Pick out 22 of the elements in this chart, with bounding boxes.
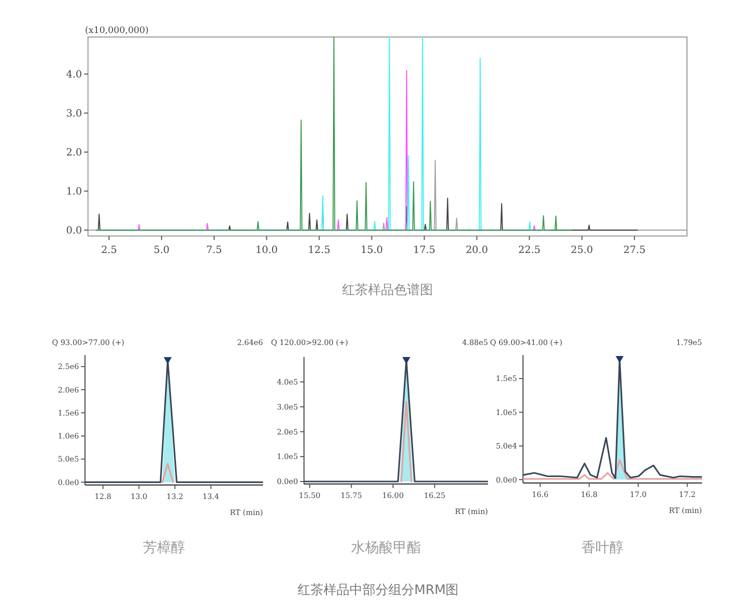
y-tick-label: 3.0 (66, 108, 82, 120)
y-tick-label: 1.0 (66, 186, 82, 198)
x-tick-label: 20.0 (466, 245, 488, 256)
y-tick-label: 4.0 (66, 70, 82, 81)
text: 红茶样品中部分组分MRM图 (297, 583, 459, 598)
x-tick-label: 15.0 (360, 245, 383, 256)
x-tick-label: 27.5 (623, 245, 646, 256)
text: 香叶醇 (582, 540, 624, 556)
y-axis-title: (x10,000,000) (85, 26, 149, 36)
x-tick-label: 17.5 (413, 245, 436, 256)
x-tick-label: 22.5 (518, 245, 540, 256)
x-tick-label: 12.5 (308, 245, 330, 256)
text: 芳樟醇 (143, 540, 185, 556)
y-tick-label: 2.0 (66, 148, 82, 159)
text: 水杨酸甲酯 (351, 540, 421, 556)
x-tick-label: 5.0 (154, 245, 170, 256)
x-tick-label: 25.0 (570, 245, 594, 256)
text: 红茶样品色谱图 (342, 283, 433, 298)
x-tick-label: 7.5 (206, 245, 222, 256)
x-tick-label: 2.5 (101, 245, 117, 256)
y-tick-label: 0.0 (66, 226, 82, 237)
x-tick-label: 10.0 (256, 245, 278, 256)
